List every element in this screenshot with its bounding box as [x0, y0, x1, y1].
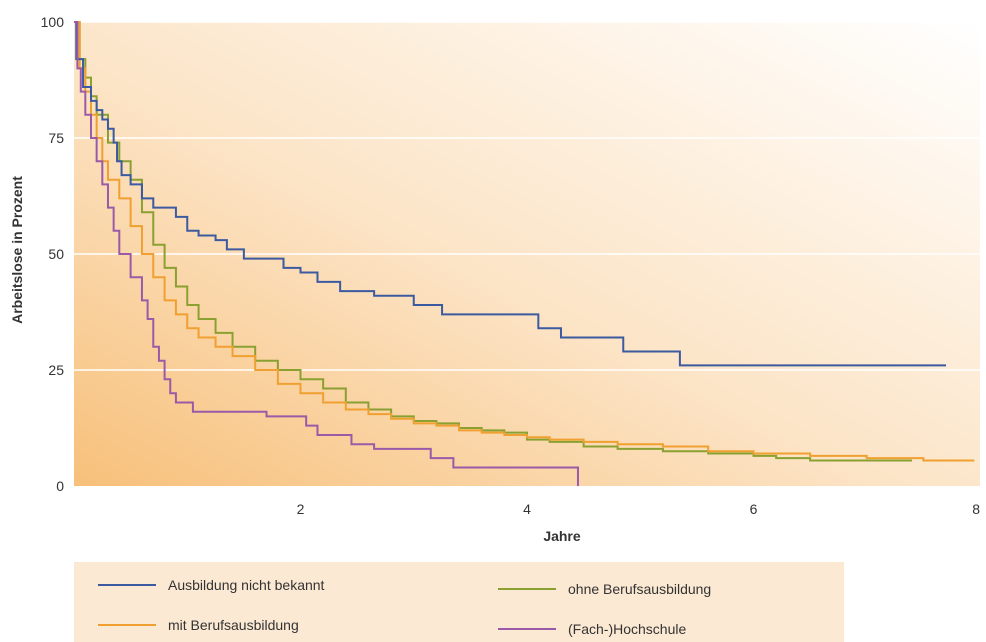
legend-item: mit Berufsausbildung [98, 614, 299, 636]
x-tick-label: 8 [972, 501, 980, 517]
legend-label: ohne Berufsausbildung [568, 581, 712, 597]
y-tick-label: 0 [56, 478, 64, 494]
series-line-3 [74, 21, 913, 462]
series-lines [74, 21, 975, 486]
x-tick-label: 2 [297, 501, 305, 517]
y-axis-title: Arbeitslose in Prozent [9, 176, 25, 324]
x-axis-title: Jahre [543, 528, 581, 544]
legend-swatch [98, 584, 156, 586]
legend: Ausbildung nicht bekannt mit Berufsausbil… [74, 562, 844, 642]
tick-labels: 0 25 50 75 100 2 4 6 8 [41, 14, 981, 517]
legend-swatch [498, 588, 556, 590]
legend-label: Ausbildung nicht bekannt [168, 577, 325, 593]
y-tick-label: 50 [48, 246, 64, 262]
series-line-1 [74, 21, 947, 367]
legend-item: ohne Berufsausbildung [498, 578, 711, 600]
x-tick-label: 4 [523, 501, 531, 517]
series-line-4 [74, 21, 579, 486]
y-tick-label: 75 [48, 130, 64, 146]
legend-item: (Fach-)Hochschule [498, 618, 686, 640]
legend-swatch [98, 624, 156, 626]
series-line-2 [74, 21, 975, 462]
legend-swatch [498, 628, 556, 630]
grid [74, 21, 980, 371]
legend-label: mit Berufsausbildung [168, 617, 299, 633]
x-tick-label: 6 [750, 501, 758, 517]
legend-item: Ausbildung nicht bekannt [98, 574, 324, 596]
y-tick-label: 100 [41, 14, 65, 30]
legend-label: (Fach-)Hochschule [568, 621, 687, 637]
y-tick-label: 25 [48, 362, 64, 378]
